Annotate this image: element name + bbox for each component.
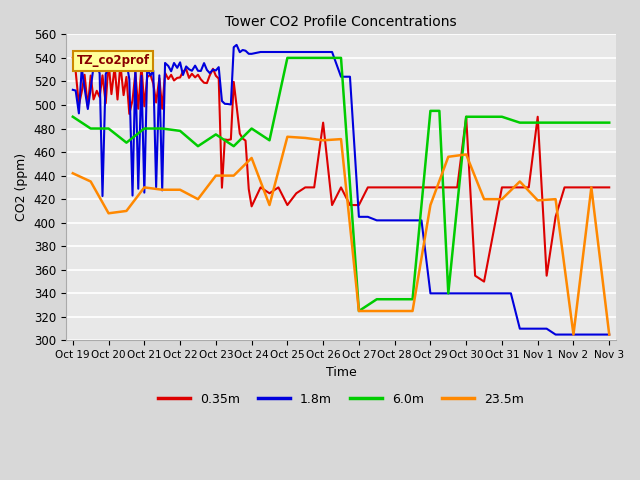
Y-axis label: CO2 (ppm): CO2 (ppm) [15, 153, 28, 221]
Text: TZ_co2prof: TZ_co2prof [77, 54, 150, 67]
X-axis label: Time: Time [326, 366, 356, 379]
Legend: 0.35m, 1.8m, 6.0m, 23.5m: 0.35m, 1.8m, 6.0m, 23.5m [154, 388, 529, 411]
Title: Tower CO2 Profile Concentrations: Tower CO2 Profile Concentrations [225, 15, 457, 29]
